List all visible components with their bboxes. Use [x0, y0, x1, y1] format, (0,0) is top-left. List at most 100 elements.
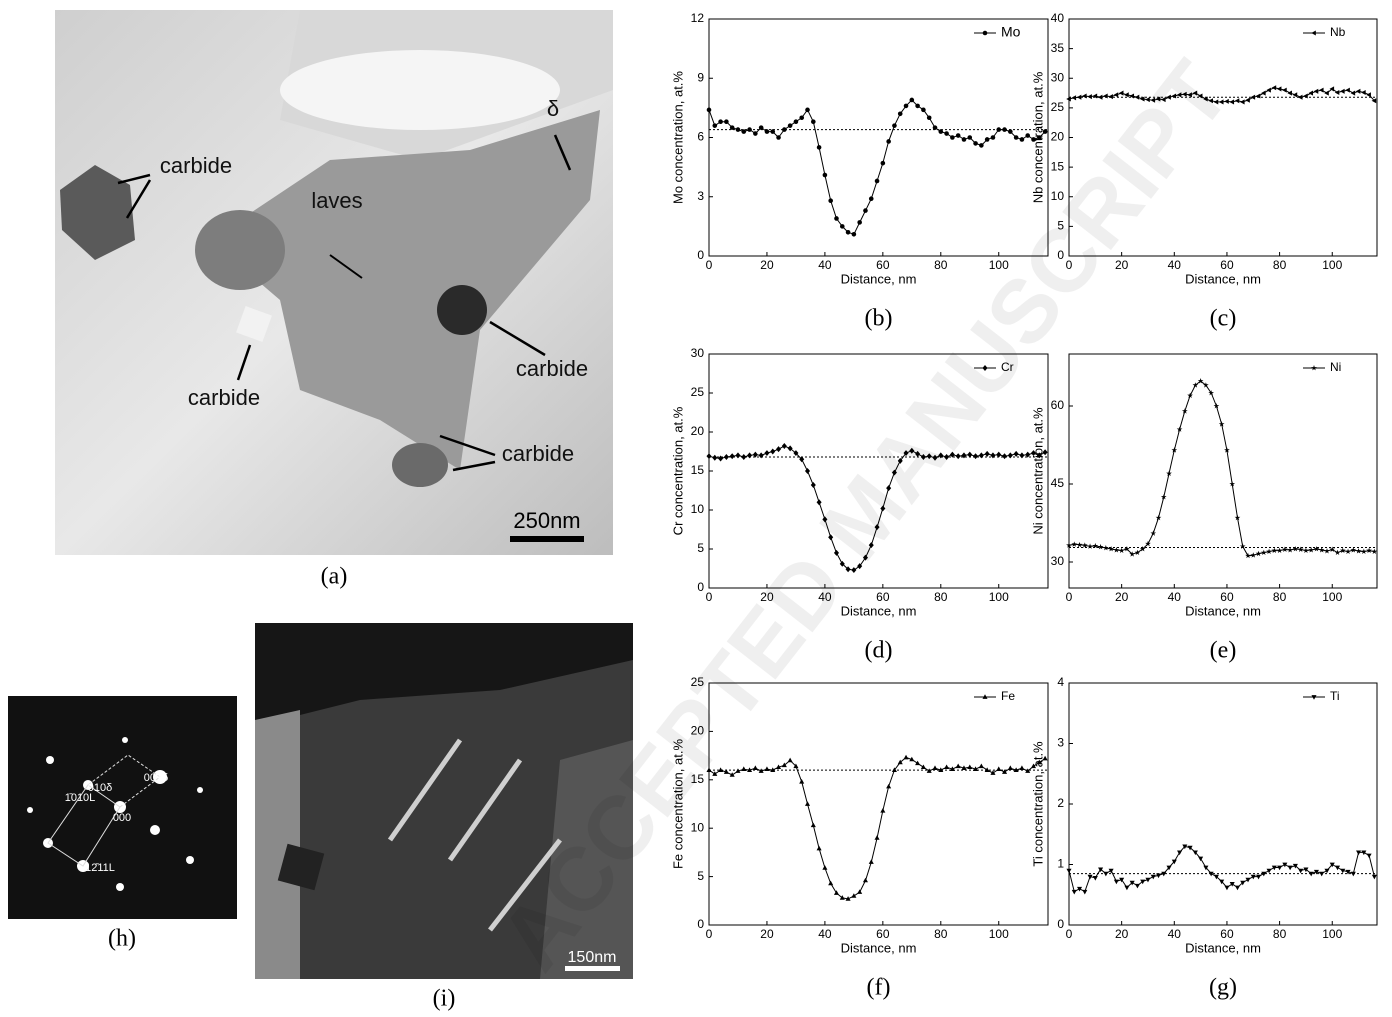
data-point: [1071, 889, 1077, 895]
data-point: [1277, 865, 1283, 871]
data-point: [1213, 874, 1219, 880]
data-point: [1213, 99, 1219, 105]
data-point: [1031, 137, 1036, 142]
data-point: [1182, 91, 1187, 97]
x-tick-label: 0: [1066, 590, 1073, 604]
data-point: [938, 129, 944, 134]
y-tick-label: 45: [1051, 476, 1065, 490]
data-point: [1124, 546, 1130, 552]
image-label: carbide: [516, 356, 588, 381]
data-point: [973, 453, 979, 460]
data-point: [915, 450, 921, 457]
x-tick-label: 80: [934, 258, 948, 272]
data-point: [1092, 93, 1098, 99]
x-tick-label: 80: [1273, 927, 1287, 941]
data-point: [811, 119, 816, 124]
data-point: [1097, 94, 1103, 100]
data-point: [729, 453, 735, 460]
data-point: [724, 119, 729, 124]
data-point: [1066, 542, 1072, 548]
data-point: [851, 893, 857, 898]
figure-caption: (a): [321, 564, 348, 590]
data-point: [1176, 426, 1183, 432]
y-tick-label: 3: [697, 189, 704, 203]
data-point: [781, 443, 787, 450]
legend-marker: [1311, 365, 1317, 371]
data-point: [1002, 769, 1008, 774]
data-point: [897, 457, 903, 464]
y-tick-label: 20: [691, 424, 705, 438]
data-point: [1176, 92, 1182, 98]
x-tick-label: 0: [706, 927, 713, 941]
data-point: [1025, 768, 1031, 773]
data-point: [1025, 451, 1031, 458]
x-tick-label: 80: [1273, 258, 1287, 272]
data-point: [1366, 547, 1372, 553]
y-tick-label: 25: [1051, 100, 1065, 114]
data-point: [1081, 542, 1088, 548]
data-point: [1355, 88, 1361, 94]
data-point: [932, 765, 938, 771]
data-point: [984, 450, 990, 457]
x-tick-label: 60: [1220, 590, 1234, 604]
data-point: [799, 456, 805, 463]
data-point: [1287, 547, 1293, 553]
data-point: [1329, 86, 1335, 92]
x-tick-label: 100: [1322, 927, 1342, 941]
data-point: [776, 446, 782, 453]
data-point: [1303, 93, 1308, 99]
data-point: [1187, 392, 1193, 399]
data-point: [1282, 862, 1288, 868]
figure-caption: (h): [108, 926, 136, 952]
data-point: [706, 453, 712, 460]
data-point: [1319, 871, 1325, 877]
data-point: [1366, 92, 1371, 98]
data-point: [1166, 470, 1172, 477]
data-point: [1103, 871, 1109, 877]
legend-label: Ti: [1330, 689, 1340, 703]
data-point: [1103, 93, 1108, 99]
y-tick-label: 30: [1051, 70, 1065, 84]
data-point: [718, 119, 723, 124]
figure-caption: (e): [1210, 638, 1237, 664]
data-point: [1213, 403, 1220, 409]
data-point: [1350, 90, 1356, 96]
data-point: [1145, 97, 1150, 103]
figure-caption: (g): [1209, 975, 1237, 1001]
data-point: [816, 499, 822, 506]
data-point: [862, 877, 868, 883]
data-point: [1007, 452, 1013, 459]
data-point: [892, 123, 897, 128]
data-point: [857, 563, 863, 570]
data-point: [1339, 547, 1346, 553]
data-point: [1113, 92, 1119, 98]
data-point: [1308, 547, 1315, 553]
data-point: [1303, 867, 1309, 873]
data-point: [1150, 97, 1156, 103]
data-point: [1308, 90, 1314, 96]
x-tick-label: 60: [876, 590, 890, 604]
data-point: [1124, 92, 1129, 98]
data-point: [1098, 867, 1104, 873]
data-point: [845, 896, 851, 901]
data-point: [909, 756, 915, 762]
data-point: [735, 127, 741, 132]
data-point: [776, 764, 782, 770]
data-point: [880, 160, 886, 166]
data-point: [828, 198, 833, 203]
data-point: [1140, 879, 1146, 885]
data-point: [1313, 88, 1319, 94]
y-tick-label: 4: [1057, 675, 1064, 689]
data-point: [955, 453, 961, 460]
data-point: [1118, 547, 1125, 553]
data-point: [1113, 879, 1119, 885]
data-point: [863, 208, 868, 213]
data-point: [915, 103, 920, 109]
data-point: [1297, 94, 1303, 100]
data-point: [1071, 95, 1077, 101]
data-point: [833, 890, 840, 895]
figure-caption: (d): [865, 638, 893, 664]
data-point: [1019, 452, 1025, 459]
data-point: [1025, 133, 1031, 138]
data-point: [799, 778, 805, 784]
